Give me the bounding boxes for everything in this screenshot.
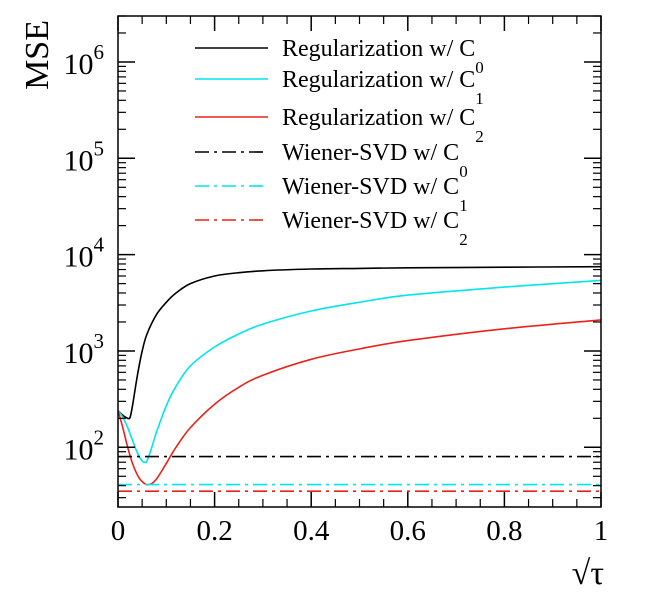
legend-subscript-3: 2 [475, 127, 484, 146]
series-line-2 [117, 279, 602, 464]
y-tick-label-1: 102 [64, 425, 105, 466]
x-tick-label-1: 0 [111, 515, 126, 547]
x-tick-label-3: 0.4 [293, 515, 330, 547]
y-tick-label-2: 103 [64, 329, 105, 370]
legend-subscript-1: 0 [475, 58, 484, 77]
y-tick-label-5: 106 [64, 40, 105, 81]
y-tick-exponent-1: 2 [94, 425, 105, 449]
y-axis-label: MSE [19, 20, 56, 90]
x-tick-label-2: 0.2 [196, 515, 232, 547]
x-axis-label: √τ [572, 555, 604, 592]
legend-label-6: Wiener-SVD w/ C2 [282, 208, 468, 249]
y-tick-exponent-4: 5 [94, 136, 105, 160]
y-tick-exponent-5: 6 [94, 40, 105, 64]
y-tick-label-4: 105 [64, 136, 105, 177]
y-tick-exponent-3: 4 [94, 233, 105, 257]
legend-subscript-5: 1 [459, 196, 468, 215]
x-tick-label-4: 0.6 [390, 515, 426, 547]
legend-subscript-6: 2 [459, 230, 468, 249]
x-tick-label-5: 0.8 [486, 515, 522, 547]
x-tick-label-6: 1 [594, 515, 609, 547]
series-line-3 [117, 319, 602, 486]
legend-subscript-4: 0 [459, 162, 468, 181]
y-tick-exponent-2: 3 [94, 329, 105, 353]
series-lines [117, 265, 602, 492]
legend-label-2: Regularization w/ C1 [282, 67, 484, 108]
series-line-1 [117, 265, 602, 420]
legend-subscript-2: 1 [475, 89, 484, 108]
y-tick-label-3: 104 [64, 233, 105, 274]
